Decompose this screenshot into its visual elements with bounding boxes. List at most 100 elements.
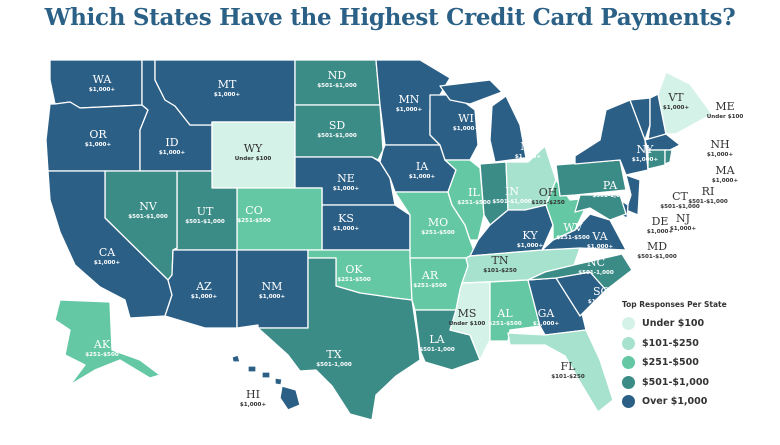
legend-label: Under $100 <box>642 318 705 330</box>
state-hi <box>261 371 271 379</box>
state-label: MO <box>428 216 448 229</box>
state-label: NC <box>587 256 605 269</box>
state-value: $1,000+ <box>94 260 121 266</box>
state-hi <box>231 354 241 363</box>
legend-item-c251: $251-$500 <box>622 353 727 373</box>
state-value: $501-$1,000 <box>637 254 677 260</box>
state-value: Under $100 <box>449 321 486 327</box>
state-label: WY <box>244 142 263 155</box>
state-label: DE <box>652 215 669 228</box>
state-value: $1,000+ <box>647 229 674 235</box>
state-value: $251-$500 <box>556 235 590 241</box>
state-md <box>574 194 627 221</box>
state-label: GA <box>538 307 556 320</box>
state-label: AK <box>93 338 111 351</box>
state-label: MA <box>715 164 735 177</box>
legend-swatch <box>622 395 635 409</box>
state-label: ND <box>328 69 347 82</box>
state-value: $501-1,000 <box>316 362 352 368</box>
state-label: IA <box>416 160 429 173</box>
state-value: $1,000+ <box>409 174 436 180</box>
state-value: $501-$1,000 <box>128 214 168 220</box>
state-label: NE <box>337 172 355 185</box>
state-label: RI <box>702 185 715 198</box>
legend-swatch <box>622 336 635 350</box>
state-value: $1,000+ <box>712 178 739 184</box>
state-label: OH <box>539 186 558 199</box>
state-label: OK <box>345 263 363 276</box>
state-value: $1,000+ <box>707 152 734 158</box>
state-ct <box>647 149 666 170</box>
state-value: $101-$250 <box>483 268 517 274</box>
legend-swatch <box>622 356 635 370</box>
state-value: $501-$1,000 <box>492 199 532 205</box>
state-label: MS <box>458 307 477 320</box>
state-value: $251-$500 <box>421 230 455 236</box>
state-label: VT <box>667 91 684 104</box>
state-value: $1,000+ <box>517 243 544 249</box>
state-label: WV <box>563 221 583 234</box>
state-value: $1,000+ <box>515 154 542 160</box>
state-ny <box>574 99 649 176</box>
state-label: ID <box>165 136 178 149</box>
legend-swatch <box>622 375 635 389</box>
state-value: $501-$1,000 <box>317 133 357 139</box>
state-value: $1,000+ <box>663 105 690 111</box>
state-value: $101-$250 <box>551 374 585 380</box>
state-value: $1,000+ <box>333 186 360 192</box>
state-value: $251-$500 <box>413 283 447 289</box>
state-label: MT <box>218 78 237 91</box>
state-nj <box>625 174 641 216</box>
state-label: IL <box>468 186 480 199</box>
legend: Top Responses Per State Under $100 $101-$… <box>622 300 727 412</box>
state-label: FL <box>561 360 577 373</box>
state-value: $1,000+ <box>588 299 615 305</box>
state-hi <box>274 377 283 386</box>
page-title: Which States Have the Highest Credit Car… <box>44 4 736 31</box>
state-value: $501-$1,000 <box>660 204 700 210</box>
legend-label: Over $1,000 <box>642 396 708 408</box>
state-value: $251-$500 <box>488 321 522 327</box>
state-label: WA <box>93 73 113 86</box>
legend-title: Top Responses Per State <box>622 300 727 309</box>
state-label: CA <box>99 246 116 259</box>
state-value: Under $100 <box>235 156 272 162</box>
state-value: $1,000+ <box>159 150 186 156</box>
state-value: $1,000+ <box>632 157 659 163</box>
state-label: NJ <box>676 212 690 225</box>
state-value: $251-$500 <box>337 277 371 283</box>
state-value: $1,000+ <box>453 126 480 132</box>
state-label: MD <box>647 240 667 253</box>
state-ri <box>664 149 673 165</box>
state-value: $1,000+ <box>259 294 286 300</box>
state-value: $501-1,000 <box>419 347 455 353</box>
state-label: KS <box>338 212 354 225</box>
legend-label: $501-$1,000 <box>642 376 710 388</box>
state-label: MN <box>399 93 420 106</box>
state-nc <box>527 253 633 291</box>
state-ak <box>54 299 161 386</box>
state-label: OR <box>89 128 107 141</box>
state-label: IN <box>505 185 519 198</box>
state-value: $1,000+ <box>533 321 560 327</box>
state-mi <box>489 95 527 163</box>
state-hi <box>247 365 257 373</box>
state-label: TX <box>326 348 341 361</box>
state-label: KY <box>522 229 538 242</box>
state-value: $501-1,000 <box>578 270 614 276</box>
state-label: WI <box>458 112 474 125</box>
state-value: $1,000+ <box>89 87 116 93</box>
state-label: NY <box>637 143 655 156</box>
state-ca <box>47 170 173 319</box>
state-value: $251-$500 <box>85 352 119 358</box>
state-label: AL <box>496 307 513 320</box>
state-value: $501-1,000 <box>592 193 628 199</box>
state-label: CT <box>672 190 688 203</box>
legend-label: $101-$250 <box>642 337 699 349</box>
state-value: $1,000+ <box>670 226 697 232</box>
state-ma <box>644 133 681 151</box>
state-me <box>657 71 713 135</box>
state-label: NH <box>710 138 729 151</box>
state-label: AZ <box>195 280 212 293</box>
state-label: UT <box>197 205 214 218</box>
